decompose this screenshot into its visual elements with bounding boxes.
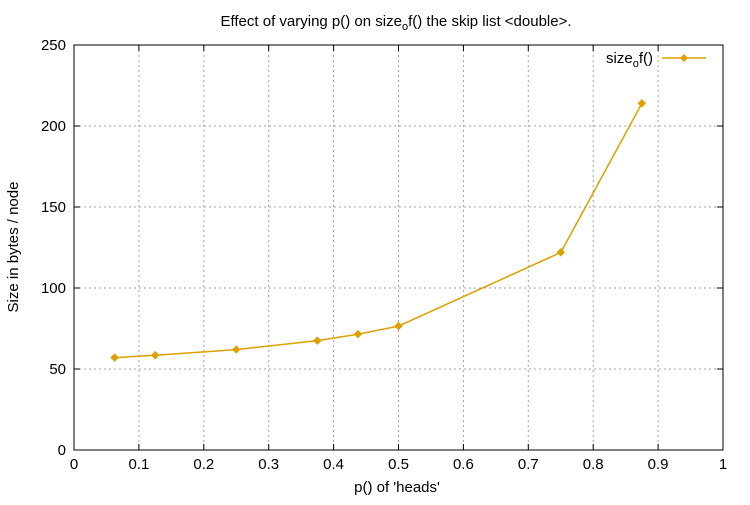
legend-label-part-1: size [606, 50, 633, 67]
x-tick-label: 0.6 [453, 456, 474, 473]
chart-title-part-2: f() the skip list <double>. [408, 13, 571, 30]
legend-label-subscript: o [633, 58, 639, 70]
x-tick-label: 0.7 [518, 456, 539, 473]
chart-title-part-1: Effect of varying p() on size [220, 13, 401, 30]
grid-lines [74, 45, 723, 450]
legend-label-part-2: f() [639, 50, 653, 67]
data-point [637, 98, 647, 108]
x-tick-label: 0.4 [323, 456, 344, 473]
y-tick-label: 100 [41, 280, 66, 297]
data-point [313, 336, 322, 346]
x-tick-label: 0.2 [193, 456, 214, 473]
y-axis-label: Size in bytes / node [5, 182, 22, 313]
x-tick-label: 0.1 [128, 456, 149, 473]
y-tick-label: 250 [41, 37, 66, 54]
y-axis: 0 50 100 150 200 250 [41, 37, 723, 459]
x-tick-label: 0.8 [583, 456, 604, 473]
x-tick-label: 1 [719, 456, 727, 473]
x-axis-label: p() of 'heads' [354, 479, 440, 496]
x-tick-label: 0.3 [258, 456, 279, 473]
x-tick-label: 0.5 [388, 456, 409, 473]
y-tick-label: 0 [58, 442, 66, 459]
series-layer [110, 98, 647, 363]
data-point [150, 350, 160, 360]
data-point [556, 248, 566, 257]
chart-title-subscript: o [402, 21, 408, 33]
chart-title: Effect of varying p() on sizeof() the sk… [220, 13, 571, 33]
series-line [114, 102, 643, 359]
x-tick-label: 0 [70, 456, 78, 473]
y-tick-label: 50 [49, 361, 66, 378]
y-tick-label: 150 [41, 199, 66, 216]
legend-label: sizeof() [606, 50, 653, 70]
legend-marker [680, 54, 688, 62]
data-point [110, 353, 119, 363]
data-point [231, 345, 241, 354]
legend: sizeof() [606, 50, 706, 70]
x-axis: 0 0.1 0.2 0.3 0.4 0.5 0.6 0.7 0.8 0.9 1 [70, 45, 727, 473]
data-point [394, 321, 403, 331]
y-tick-label: 200 [41, 118, 66, 135]
data-point [353, 329, 363, 339]
x-tick-label: 0.9 [648, 456, 669, 473]
